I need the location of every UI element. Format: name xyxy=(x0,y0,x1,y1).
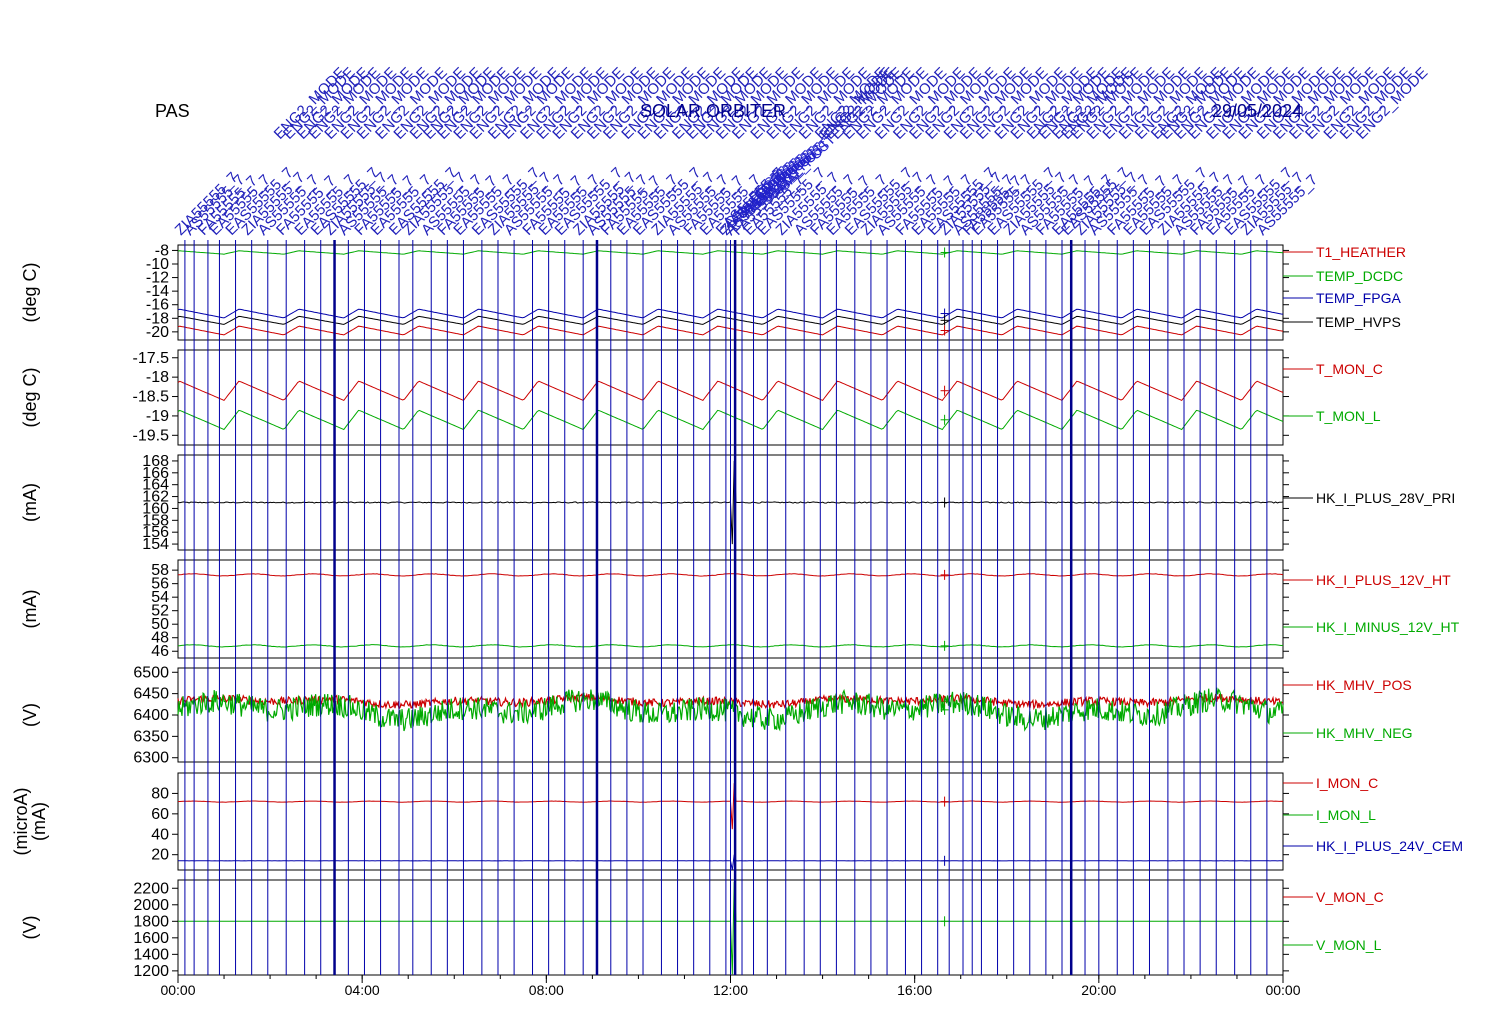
y-tick-label: -19.5 xyxy=(133,427,170,444)
y-axis-label: (mA) xyxy=(20,590,40,629)
y-tick-label: 56 xyxy=(151,576,169,593)
event-lines xyxy=(184,240,1268,975)
legend-entry: HK_I_MINUS_12V_HT xyxy=(1316,619,1460,635)
y-tick-label: 58 xyxy=(151,562,169,579)
x-tick-label: 16:00 xyxy=(897,982,932,998)
y-tick-label: -20 xyxy=(146,324,169,341)
y-tick-label: 2000 xyxy=(133,897,169,914)
legend-entry: T1_HEATHER xyxy=(1316,244,1406,260)
y-tick-label: -8 xyxy=(155,242,169,259)
legend-entry: I_MON_L xyxy=(1316,807,1376,823)
y-tick-label: 1800 xyxy=(133,913,169,930)
y-tick-label: 1200 xyxy=(133,963,169,980)
y-tick-label: 46 xyxy=(151,643,169,660)
x-tick-label: 12:00 xyxy=(713,982,748,998)
legend-entry: HK_I_PLUS_28V_PRI xyxy=(1316,490,1455,506)
y-tick-label: 164 xyxy=(142,477,169,494)
legend-entry: V_MON_C xyxy=(1316,889,1384,905)
legend-entry: T_MON_C xyxy=(1316,361,1383,377)
panel-temps: -8-10-12-14-16-18-20 (deg C) T1_HEATHER TEM… xyxy=(20,242,1406,340)
y-tick-label: 160 xyxy=(142,500,169,517)
y-axis-label: (mA) xyxy=(20,483,40,522)
y-tick-label: 6400 xyxy=(133,707,169,724)
y-tick-label: -19 xyxy=(146,408,169,425)
y-tick-label: 1600 xyxy=(133,930,169,947)
y-tick-label: 60 xyxy=(151,806,169,823)
panel-mhv: 6500 6450 6400 6350 6300 (V) HK_MHV_POS HK_MHV_… xyxy=(20,664,1412,766)
event-annotations: ZIA55555_7ENG2_MODEAS55555_7ENG2_MODEFA5… xyxy=(172,64,1432,239)
legend-entry: TEMP_DCDC xyxy=(1316,268,1403,284)
x-tick-label: 00:00 xyxy=(1265,982,1300,998)
y-axis-label: (deg C) xyxy=(20,367,40,427)
annotation-center-text: SOLAR ORBITER xyxy=(640,101,786,121)
y-tick-label: 1400 xyxy=(133,946,169,963)
y-tick-label: 154 xyxy=(142,536,169,553)
legend-entry: TEMP_FPGA xyxy=(1316,290,1401,306)
y-axis-label: (mA) xyxy=(29,802,49,841)
x-tick-label: 20:00 xyxy=(1081,982,1116,998)
panel-imon: 80 60 40 20 (microA)(mA) I_MON_C I_MON_L HK_I_P… xyxy=(11,772,1463,871)
y-tick-label: -16 xyxy=(146,297,169,314)
y-tick-label: 6300 xyxy=(133,750,169,767)
y-axis-label: (V) xyxy=(20,916,40,940)
x-tick-label: 00:00 xyxy=(160,982,195,998)
x-tick-label: 08:00 xyxy=(529,982,564,998)
y-tick-label: -10 xyxy=(146,256,169,273)
y-tick-label: -18 xyxy=(146,310,169,327)
legend-entry: TEMP_HVPS xyxy=(1316,314,1401,330)
annotation-date-text: 29/05/2024 xyxy=(1212,101,1302,121)
instrument-label: PAS xyxy=(155,101,190,121)
y-tick-label: 166 xyxy=(142,465,169,482)
legend-entry: I_MON_C xyxy=(1316,775,1378,791)
time-axis: 00:00 04:00 08:00 12:00 16:00 20:00 00:00 xyxy=(160,975,1301,998)
y-tick-label: 162 xyxy=(142,489,169,506)
y-axis-label: (deg C) xyxy=(20,262,40,322)
y-tick-label: 80 xyxy=(151,785,169,802)
y-tick-label: -14 xyxy=(146,283,169,300)
legend-entry: HK_MHV_POS xyxy=(1316,677,1412,693)
y-tick-label: -18.5 xyxy=(133,389,170,406)
y-tick-label: 6450 xyxy=(133,686,169,703)
y-tick-label: 48 xyxy=(151,630,169,647)
y-axis-label: (microA) xyxy=(11,788,31,856)
legend-entry: V_MON_L xyxy=(1316,937,1382,953)
y-tick-label: 52 xyxy=(151,603,169,620)
legend-entry: HK_I_PLUS_24V_CEM xyxy=(1316,838,1463,854)
y-tick-label: 6500 xyxy=(133,664,169,681)
y-tick-label: 50 xyxy=(151,616,169,633)
y-tick-label: 6350 xyxy=(133,728,169,745)
y-tick-label: 40 xyxy=(151,826,169,843)
panels: -8-10-12-14-16-18-20(deg C)T1_HEATHERTEM… xyxy=(11,242,1463,979)
y-tick-label: 20 xyxy=(151,847,169,864)
y-tick-label: 168 xyxy=(142,453,169,470)
y-tick-label: -12 xyxy=(146,270,169,287)
y-tick-label: 54 xyxy=(151,589,169,606)
x-tick-label: 04:00 xyxy=(345,982,380,998)
y-tick-label: -17.5 xyxy=(133,350,170,367)
y-axis-label: (V) xyxy=(20,703,40,727)
y-tick-label: -18 xyxy=(146,369,169,386)
legend-entry: HK_I_PLUS_12V_HT xyxy=(1316,572,1451,588)
y-tick-label: 2200 xyxy=(133,880,169,897)
panel-tmon: -17.5 -18 -18.5 -19 -19.5 (deg C) T_MON_C T_MON… xyxy=(20,349,1383,446)
legend-entry: HK_MHV_NEG xyxy=(1316,725,1412,741)
y-tick-label: 158 xyxy=(142,512,169,529)
legend-entry: T_MON_L xyxy=(1316,408,1381,424)
y-tick-label: 156 xyxy=(142,524,169,541)
